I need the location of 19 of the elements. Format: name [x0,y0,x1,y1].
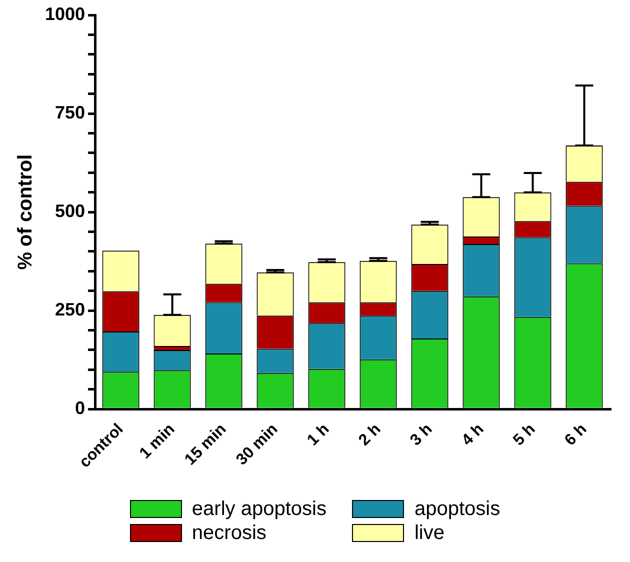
x-tick-label: 1 min [136,420,178,462]
y-tick-label: 750 [54,102,86,122]
x-tick-label: 2 h [356,420,384,450]
legend-label: live [414,522,444,544]
x-tick-label: 15 min [182,420,230,469]
x-tick-label: 4 h [458,420,488,450]
legend-label: early apoptosis [192,498,326,520]
x-tick-label: 6 h [562,420,590,450]
y-tick-label: 1000 [44,4,86,24]
x-tick-label: 3 h [407,420,436,450]
legend-label: apoptosis [414,498,500,520]
y-tick-label: 0 [75,398,86,418]
x-tick-label: 1 h [304,420,333,450]
y-axis-title: % of control [14,154,37,270]
x-tick-label: 5 h [510,420,539,450]
y-tick-label: 250 [54,300,86,320]
legend-label: necrosis [192,522,266,544]
x-tick-label: 30 min [233,420,282,469]
y-tick-label: 500 [54,201,86,222]
